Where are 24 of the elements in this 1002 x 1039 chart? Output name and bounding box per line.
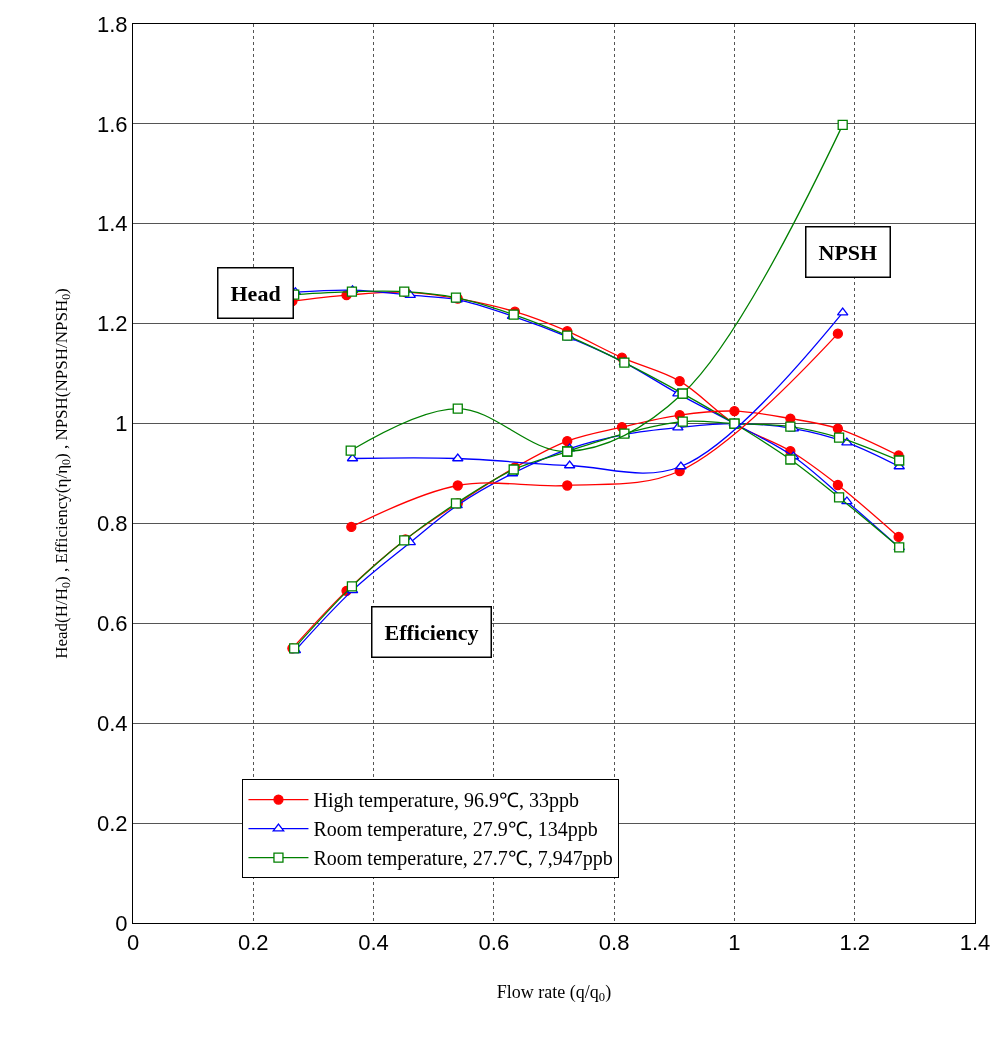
y-tick-label: 0.2 xyxy=(97,810,128,836)
y-tick-label: 0.6 xyxy=(97,611,128,637)
x-tick-label: 1.4 xyxy=(959,930,991,956)
annotation: Head xyxy=(230,280,281,306)
y-tick-label: 1 xyxy=(115,411,128,437)
y-tick-label: 1.8 xyxy=(97,11,128,37)
y-tick-label: 0.4 xyxy=(97,710,128,736)
x-tick-label: 0.4 xyxy=(358,930,389,956)
x-tick-label: 0.6 xyxy=(478,930,510,956)
x-tick-label: 0.8 xyxy=(598,930,630,956)
legend-label: Room temperature, 27.9℃, 134ppb xyxy=(313,818,598,842)
x-tick-label: 1 xyxy=(728,930,741,956)
legend-label: Room temperature, 27.7℃, 7,947ppb xyxy=(313,847,613,871)
annotation: NPSH xyxy=(818,239,878,265)
y-tick-label: 1.6 xyxy=(97,111,128,137)
x-tick-label: 0.2 xyxy=(237,930,269,956)
legend-label: High temperature, 96.9℃, 33ppb xyxy=(313,789,579,813)
x-axis-title: Flow rate (q/q$_{0}$) xyxy=(496,981,612,1005)
annotation: Efficiency xyxy=(384,619,479,645)
y-tick-label: 0.8 xyxy=(97,511,128,537)
y-tick-label: 0 xyxy=(115,910,128,936)
x-tick-label: 1.2 xyxy=(839,930,871,956)
y-tick-label: 1.4 xyxy=(97,211,128,237)
y-tick-label: 1.2 xyxy=(97,311,128,337)
